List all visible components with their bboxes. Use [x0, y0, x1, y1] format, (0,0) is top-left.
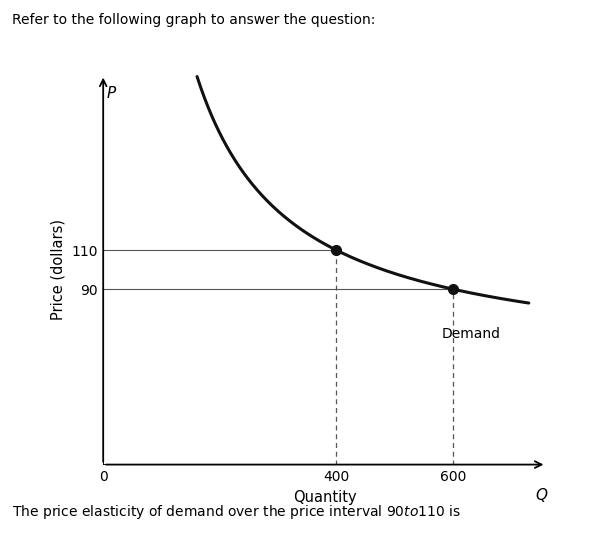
Text: Refer to the following graph to answer the question:: Refer to the following graph to answer t…: [12, 13, 376, 27]
Text: Demand: Demand: [441, 327, 500, 341]
Text: P: P: [106, 87, 115, 101]
X-axis label: Quantity: Quantity: [293, 490, 356, 505]
Text: The price elasticity of demand over the price interval $90 to $110 is: The price elasticity of demand over the …: [12, 502, 461, 521]
Text: Q: Q: [536, 488, 548, 503]
Y-axis label: Price (dollars): Price (dollars): [50, 219, 66, 320]
